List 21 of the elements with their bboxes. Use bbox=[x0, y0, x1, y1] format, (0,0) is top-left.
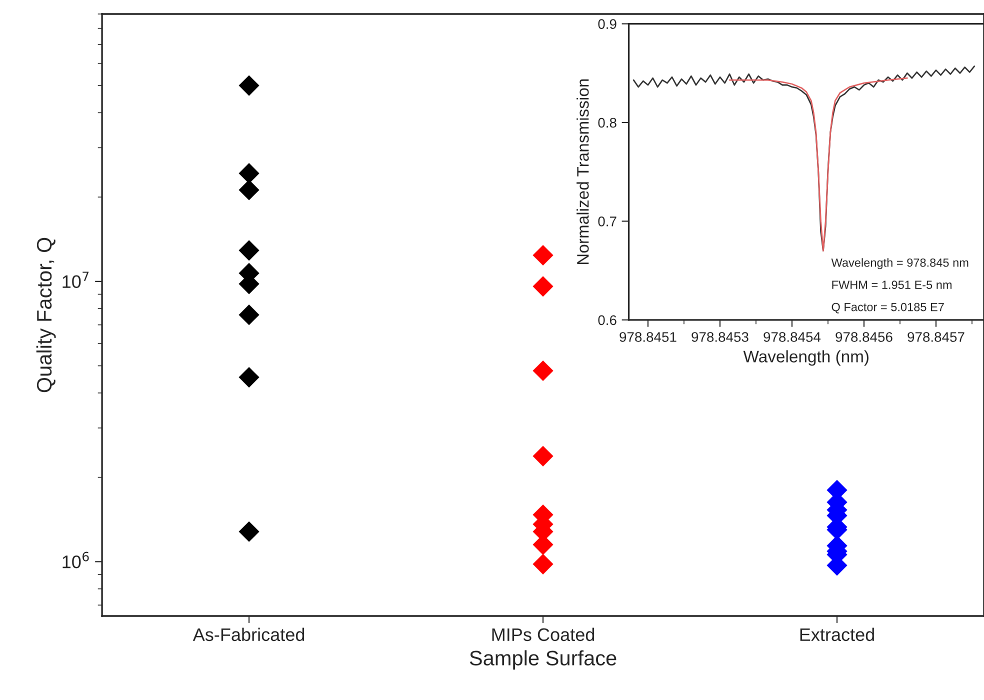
annotation: Q Factor = 5.0185 E7 bbox=[832, 302, 944, 314]
annotation: Wavelength = 978.845 nm bbox=[831, 258, 968, 270]
y-tick-label: 0.9 bbox=[598, 19, 616, 29]
y-tick-label: 10$^{6}$ bbox=[62, 552, 89, 568]
x-axis-title: Wavelength (nm) bbox=[743, 350, 868, 366]
y-axis-title: Quality Factor, Q bbox=[36, 238, 56, 392]
x-tick-label: Extracted bbox=[800, 628, 874, 642]
x-tick-label: 978.8457 bbox=[908, 332, 964, 342]
y-tick-label: 0.7 bbox=[598, 216, 616, 226]
x-tick-label: MIPs Coated bbox=[492, 628, 594, 642]
x-axis-title: Sample Surface bbox=[470, 650, 616, 670]
y-axis-title: Normalized Transmission bbox=[576, 79, 589, 264]
x-tick-label: 978.8454 bbox=[764, 332, 821, 342]
x-tick-label: 978.8451 bbox=[620, 332, 676, 342]
y-tick-label: 10$^{7}$ bbox=[62, 272, 89, 288]
x-tick-label: As-Fabricated bbox=[192, 628, 304, 642]
x-tick-label: 978.8456 bbox=[836, 332, 892, 342]
x-tick-label: 978.8453 bbox=[692, 332, 748, 342]
y-tick-label: 0.6 bbox=[598, 315, 616, 326]
annotation: FWHM = 1.951 E-5 nm bbox=[832, 280, 952, 290]
y-tick-label: 0.8 bbox=[598, 118, 616, 128]
